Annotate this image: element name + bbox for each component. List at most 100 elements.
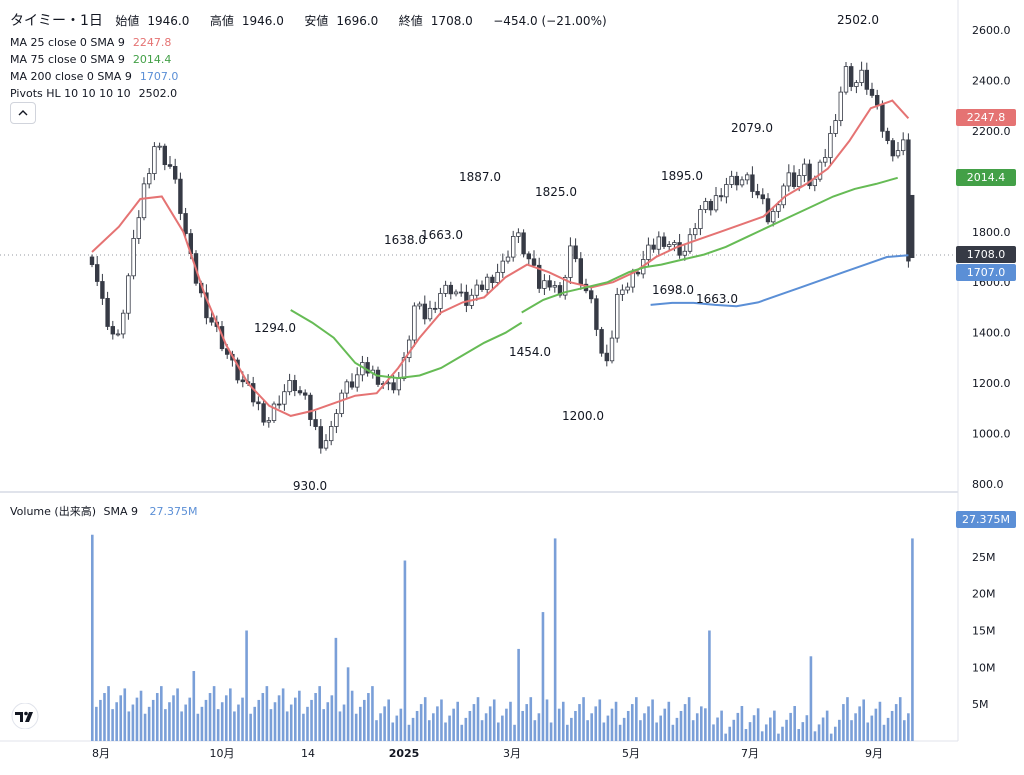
last-price-tag: 1708.0 [956, 246, 1016, 263]
candle-body [422, 303, 427, 320]
candle-body [505, 256, 511, 262]
candle-body [646, 244, 651, 260]
candle-body [474, 284, 479, 296]
candle-body [698, 209, 703, 229]
volume-bar [647, 706, 650, 741]
ma-line-0[interactable] [91, 99, 910, 417]
volume-bar [858, 706, 861, 741]
candle-body [105, 298, 110, 327]
volume-bar [890, 710, 894, 741]
volume-bar [139, 690, 143, 741]
candle-body [755, 191, 760, 196]
ma-line-1[interactable] [290, 309, 523, 380]
candle-body [292, 380, 297, 392]
candle-body [458, 291, 464, 294]
volume-bar [363, 699, 366, 741]
candle-body [537, 264, 542, 289]
volume-bar [521, 710, 524, 741]
volume-bar [229, 688, 232, 741]
tradingview-logo-icon[interactable] [8, 702, 42, 730]
volume-bar [261, 693, 265, 741]
volume-bar [821, 717, 825, 741]
volume-bar [781, 726, 784, 741]
volume-bar [586, 720, 589, 741]
volume-bar [704, 708, 707, 741]
indicator-ma200[interactable]: MA 200 close 0 SMA 9 1707.0 [10, 70, 179, 83]
volume-bar [245, 630, 248, 741]
volume-bar [866, 722, 870, 741]
low-label: 安値 1696.0 [304, 14, 379, 28]
volume-bar [525, 704, 529, 741]
volume-bar [655, 722, 658, 741]
volume-bar [281, 688, 285, 741]
volume-bar [911, 538, 914, 741]
volume-bar [691, 720, 695, 741]
candle-body [760, 194, 765, 200]
volume-bar [769, 717, 772, 741]
collapse-legend-button[interactable] [10, 102, 36, 124]
volume-bar [497, 722, 500, 741]
candle-body [157, 145, 162, 148]
candle-body [510, 236, 516, 258]
time-tick-label: 14 [301, 747, 315, 760]
ma-line-3[interactable] [650, 254, 909, 308]
ma-line-2[interactable] [521, 176, 898, 314]
candle-body [594, 298, 599, 330]
volume-bar [777, 733, 780, 741]
volume-bars [91, 534, 914, 741]
volume-bar [330, 695, 334, 741]
volume-bar [164, 709, 167, 741]
candle-body [609, 337, 615, 362]
volume-bar [432, 713, 435, 741]
volume-header[interactable]: Volume (出来高) SMA 9 27.375M [10, 505, 198, 518]
candle-body [589, 290, 594, 300]
volume-bar [557, 708, 561, 741]
pivot-label: 1663.0 [696, 292, 738, 306]
candle-body [328, 426, 334, 442]
candle-body [786, 172, 791, 187]
indicator-ma25[interactable]: MA 25 close 0 SMA 9 2247.8 [10, 36, 172, 49]
volume-bar [257, 699, 261, 741]
indicator-ma75[interactable]: MA 75 close 0 SMA 9 2014.4 [10, 53, 172, 66]
candle-body [121, 312, 126, 335]
candle-body [901, 139, 906, 152]
volume-bar [440, 699, 443, 741]
candle-body [95, 264, 100, 282]
candle-body [282, 391, 287, 405]
candle-body [615, 294, 620, 339]
volume-bar [894, 704, 898, 741]
volume-bar [898, 697, 902, 741]
indicator-pivots[interactable]: Pivots HL 10 10 10 10 2502.0 [10, 87, 178, 100]
candle-body [334, 413, 339, 427]
volume-bar [436, 706, 439, 741]
volume-bar [253, 706, 256, 741]
last-candle [910, 194, 915, 259]
candle-body [807, 163, 812, 187]
candle-body [682, 250, 687, 256]
pivot-label: 1200.0 [562, 409, 604, 423]
time-tick-label: 3月 [503, 747, 521, 760]
candle-body [266, 420, 271, 423]
volume-bar [549, 722, 553, 741]
volume-bar [204, 699, 208, 741]
volume-bar [338, 711, 342, 741]
volume-bar [285, 711, 289, 741]
symbol-title[interactable]: タイミー・1日 [10, 13, 103, 29]
volume-tick-label: 5M [972, 698, 989, 711]
volume-bar [907, 713, 910, 741]
volume-bar [212, 686, 216, 741]
candle-body [302, 392, 308, 396]
volume-price-tag: 27.375M [956, 511, 1016, 528]
candle-body [542, 280, 547, 289]
close-value: 1708.0 [430, 14, 473, 28]
candle-body [739, 179, 745, 186]
candle-body [604, 352, 609, 362]
volume-bar [249, 713, 252, 741]
volume-bar [95, 706, 98, 741]
volume-bar [91, 534, 94, 741]
volume-bar [265, 686, 269, 741]
volume-bar [789, 712, 792, 741]
close-label: 終値 1708.0 [398, 14, 473, 28]
volume-bar [805, 715, 809, 741]
